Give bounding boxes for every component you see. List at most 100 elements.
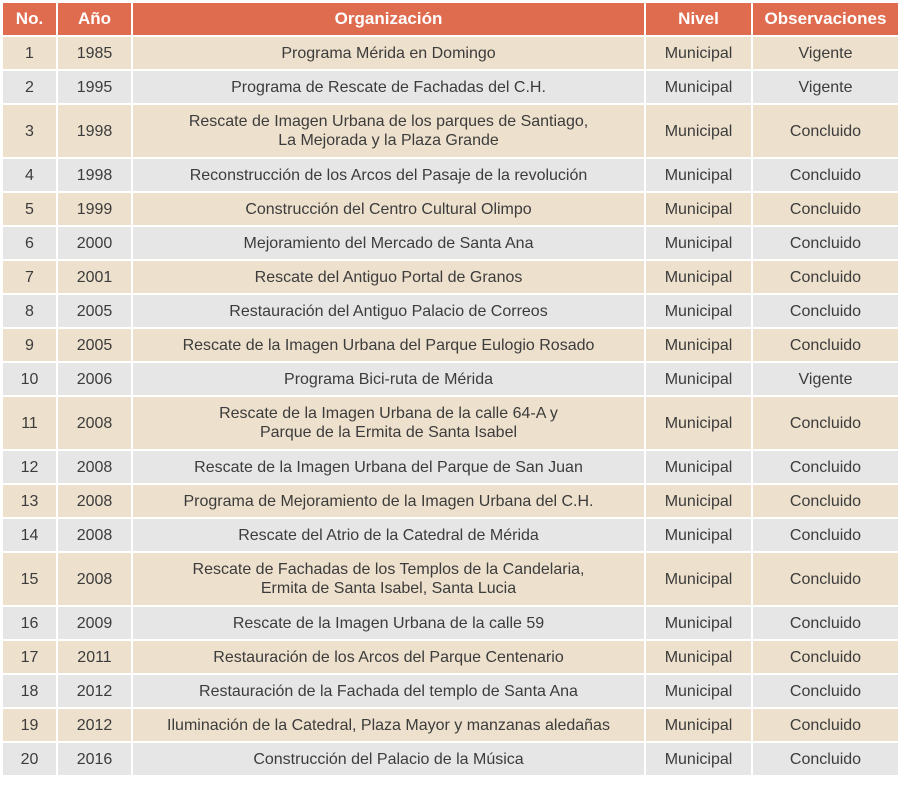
cell-year: 1998 — [58, 105, 131, 157]
cell-year: 2011 — [58, 641, 131, 673]
header-organization: Organización — [133, 3, 644, 35]
cell-organization: Programa Bici-ruta de Mérida — [133, 363, 644, 395]
organization-line: Rescate de Imagen Urbana de los parques … — [188, 113, 589, 130]
cell-observations: Concluido — [753, 675, 898, 707]
cell-level: Municipal — [646, 607, 751, 639]
organization-line: Restauración del Antiguo Palacio de Corr… — [229, 302, 548, 320]
cell-level: Municipal — [646, 71, 751, 103]
cell-year: 1999 — [58, 193, 131, 225]
cell-observations: Vigente — [753, 363, 898, 395]
cell-observations: Concluido — [753, 641, 898, 673]
table-row: 10 2006 Programa Bici-ruta de Mérida Munici… — [3, 363, 898, 395]
cell-level: Municipal — [646, 295, 751, 327]
organization-line: Programa Mérida en Domingo — [281, 44, 496, 62]
cell-no: 18 — [3, 675, 56, 707]
organization-line: La Mejorada y la Plaza Grande — [278, 132, 499, 149]
cell-observations: Concluido — [753, 743, 898, 775]
cell-no: 6 — [3, 227, 56, 259]
cell-observations: Concluido — [753, 709, 898, 741]
cell-year: 2009 — [58, 607, 131, 639]
table-row: 16 2009 Rescate de la Imagen Urbana de la … — [3, 607, 898, 639]
cell-organization: Restauración del Antiguo Palacio de Corr… — [133, 295, 644, 327]
cell-organization: Restauración de los Arcos del Parque Cen… — [133, 641, 644, 673]
cell-level: Municipal — [646, 227, 751, 259]
cell-no: 10 — [3, 363, 56, 395]
projects-table: No. Año Organización Nivel Observaciones… — [1, 1, 899, 777]
header-year: Año — [58, 3, 131, 35]
cell-year: 2008 — [58, 451, 131, 483]
cell-organization: Construcción del Centro Cultural Olimpo — [133, 193, 644, 225]
cell-year: 2008 — [58, 397, 131, 449]
cell-organization: Construcción del Palacio de la Música — [133, 743, 644, 775]
cell-year: 2008 — [58, 553, 131, 605]
table-row: 17 2011 Restauración de los Arcos del Parq… — [3, 641, 898, 673]
organization-line: Rescate de Fachadas de los Templos de la… — [192, 561, 585, 578]
cell-no: 9 — [3, 329, 56, 361]
cell-no: 17 — [3, 641, 56, 673]
organization-line: Restauración de la Fachada del templo de… — [199, 682, 578, 700]
cell-observations: Concluido — [753, 227, 898, 259]
organization-line: Rescate de la Imagen Urbana de la calle … — [219, 405, 558, 422]
cell-level: Municipal — [646, 193, 751, 225]
cell-no: 16 — [3, 607, 56, 639]
cell-observations: Concluido — [753, 451, 898, 483]
cell-organization: Rescate del Antiguo Portal de Granos — [133, 261, 644, 293]
cell-no: 5 — [3, 193, 56, 225]
cell-observations: Vigente — [753, 71, 898, 103]
cell-level: Municipal — [646, 261, 751, 293]
table-row: 15 2008 Rescate de Fachadas de los Templos… — [3, 553, 898, 605]
table-row: 7 2001 Rescate del Antiguo Portal de Grano… — [3, 261, 898, 293]
header-row: No. Año Organización Nivel Observaciones — [3, 3, 898, 35]
cell-organization: Programa de Mejoramiento de la Imagen Ur… — [133, 485, 644, 517]
organization-line: Mejoramiento del Mercado de Santa Ana — [243, 234, 534, 252]
cell-organization: Programa Mérida en Domingo — [133, 37, 644, 69]
cell-organization: Programa de Rescate de Fachadas del C.H. — [133, 71, 644, 103]
cell-observations: Concluido — [753, 553, 898, 605]
cell-level: Municipal — [646, 519, 751, 551]
cell-level: Municipal — [646, 675, 751, 707]
cell-observations: Vigente — [753, 37, 898, 69]
table-row: 11 2008 Rescate de la Imagen Urbana de la … — [3, 397, 898, 449]
cell-organization: Rescate de Imagen Urbana de los parques … — [133, 105, 644, 157]
table-row: 9 2005 Rescate de la Imagen Urbana del Par… — [3, 329, 898, 361]
cell-no: 8 — [3, 295, 56, 327]
cell-year: 2001 — [58, 261, 131, 293]
cell-observations: Concluido — [753, 295, 898, 327]
organization-line: Rescate de la Imagen Urbana del Parque E… — [182, 336, 595, 354]
cell-level: Municipal — [646, 159, 751, 191]
cell-no: 3 — [3, 105, 56, 157]
cell-organization: Mejoramiento del Mercado de Santa Ana — [133, 227, 644, 259]
table-row: 14 2008 Rescate del Atrio de la Catedral d… — [3, 519, 898, 551]
cell-year: 2000 — [58, 227, 131, 259]
cell-organization: Rescate de Fachadas de los Templos de la… — [133, 553, 644, 605]
cell-observations: Concluido — [753, 485, 898, 517]
organization-line: Rescate de la Imagen Urbana de la calle … — [232, 614, 545, 632]
cell-organization: Rescate de la Imagen Urbana de la calle … — [133, 397, 644, 449]
cell-organization: Rescate de la Imagen Urbana de la calle … — [133, 607, 644, 639]
table-row: 1 1985 Programa Mérida en Domingo Municipal… — [3, 37, 898, 69]
cell-year: 2005 — [58, 295, 131, 327]
cell-year: 2006 — [58, 363, 131, 395]
cell-observations: Concluido — [753, 193, 898, 225]
cell-no: 7 — [3, 261, 56, 293]
cell-no: 20 — [3, 743, 56, 775]
cell-organization: Reconstrucción de los Arcos del Pasaje d… — [133, 159, 644, 191]
table-row: 8 2005 Restauración del Antiguo Palacio de… — [3, 295, 898, 327]
cell-level: Municipal — [646, 641, 751, 673]
cell-year: 2012 — [58, 675, 131, 707]
cell-observations: Concluido — [753, 397, 898, 449]
organization-line: Iluminación de la Catedral, Plaza Mayor … — [167, 716, 610, 734]
cell-year: 2008 — [58, 485, 131, 517]
organization-line: Ermita de Santa Isabel, Santa Lucia — [260, 580, 517, 597]
organization-line: Construcción del Palacio de la Música — [253, 750, 524, 768]
cell-organization: Rescate de la Imagen Urbana del Parque E… — [133, 329, 644, 361]
header-no: No. — [3, 3, 56, 35]
cell-organization: Restauración de la Fachada del templo de… — [133, 675, 644, 707]
table-row: 20 2016 Construcción del Palacio de la Mús… — [3, 743, 898, 775]
organization-line: Rescate del Antiguo Portal de Granos — [254, 268, 523, 286]
table-row: 18 2012 Restauración de la Fachada del tem… — [3, 675, 898, 707]
cell-observations: Concluido — [753, 607, 898, 639]
cell-no: 11 — [3, 397, 56, 449]
cell-no: 14 — [3, 519, 56, 551]
header-level: Nivel — [646, 3, 751, 35]
